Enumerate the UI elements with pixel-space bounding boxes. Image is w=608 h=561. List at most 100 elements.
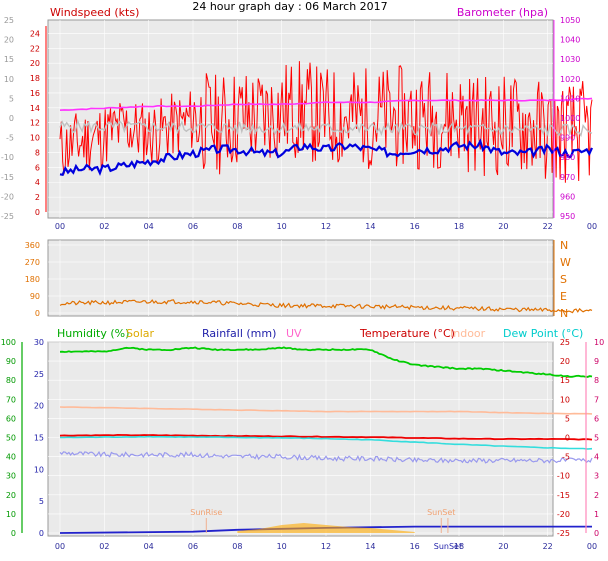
humidity-tick-label: 0 (11, 529, 16, 538)
hour-tick-label: 02 (99, 222, 109, 231)
solar-area (237, 523, 415, 533)
hour-tick-label: 10 (277, 222, 287, 231)
temperature-tick-label: -20 (557, 510, 570, 519)
barometer-line (59, 97, 593, 111)
outer-tick-label: 10 (4, 75, 14, 84)
legend-item: Humidity (%) (57, 327, 129, 340)
outer-tick-label: 15 (4, 55, 14, 64)
humidity-tick-label: 100 (1, 338, 16, 347)
humidity-tick-label: 80 (6, 376, 16, 385)
rainfall-tick-label: 15 (34, 434, 44, 443)
windspeed-line (59, 61, 593, 183)
windspeed-tick-label: 0 (35, 208, 40, 217)
direction-panel-series (59, 299, 593, 314)
temperature-tick-label: 15 (560, 376, 570, 385)
temperature-panel-legend: Humidity (%)Solar Rainfall (mm) UV Temperat… (57, 327, 583, 340)
annotation-label: SunRise (190, 508, 222, 517)
hour-tick-label: 10 (277, 542, 287, 551)
hour-tick-label: 00 (587, 222, 597, 231)
uv-tick-label: 1 (594, 510, 599, 519)
windspeed-tick-label: 18 (30, 74, 40, 83)
humidity-tick-label: 30 (6, 472, 16, 481)
temperature-panel-grid (48, 341, 593, 536)
wind-panel-series (59, 61, 594, 183)
barometer-tick-label: 1050 (560, 16, 580, 25)
hour-tick-label: 08 (232, 222, 242, 231)
outer-tick-label: -25 (1, 212, 14, 221)
temperature-tick-label: -25 (557, 529, 570, 538)
legend-item: UV (286, 327, 302, 340)
humidity-tick-label: 10 (6, 510, 16, 519)
windspeed-tick-label: 6 (35, 163, 40, 172)
graph-title: 24 hour graph day : 06 March 2017 (192, 0, 387, 13)
barometer-tick-label: 950 (560, 212, 575, 221)
windspeed-tick-label: 2 (35, 193, 40, 202)
barometer-tick-label: 990 (560, 134, 575, 143)
windspeed-tick-label: 4 (35, 178, 40, 187)
windspeed-tick-label: 12 (30, 119, 40, 128)
outer-tick-label: 20 (4, 36, 14, 45)
temperature-tick-label: -15 (557, 491, 570, 500)
direction-tick-label: 180 (25, 275, 40, 284)
wind-panel-axis-labels: 2422201816141210864202520151050-5-10-15-… (1, 16, 597, 231)
legend-item: Rainfall (mm) (202, 327, 276, 340)
windspeed-tick-label: 16 (30, 89, 40, 98)
outer-tick-label: -20 (1, 192, 14, 201)
hour-tick-label: 16 (410, 542, 420, 551)
hour-tick-label: 04 (144, 222, 154, 231)
hour-tick-label: 18 (454, 542, 464, 551)
windspeed-tick-label: 14 (30, 104, 40, 113)
temperature-tick-label: -5 (562, 453, 570, 462)
barometer-tick-label: 960 (560, 192, 575, 201)
annotation-label: SunSet (434, 542, 462, 551)
temperature-tick-label: 25 (560, 338, 570, 347)
compass-label: N (560, 307, 568, 320)
direction-tick-label: 360 (25, 241, 40, 250)
temperature-tick-label: 10 (560, 395, 570, 404)
rainfall-tick-label: 0 (39, 529, 44, 538)
humidity-tick-label: 20 (6, 491, 16, 500)
uv-tick-label: 8 (594, 376, 599, 385)
hour-tick-label: 04 (144, 542, 154, 551)
barometer-tick-label: 970 (560, 173, 575, 182)
uv-tick-label: 0 (594, 529, 599, 538)
direction-panel-background (47, 239, 554, 317)
barometer-tick-label: 1040 (560, 36, 580, 45)
uv-tick-label: 4 (594, 453, 599, 462)
hour-tick-label: 20 (498, 222, 508, 231)
barometer-legend: Barometer (hpa) (457, 6, 548, 19)
humidity-tick-label: 70 (6, 395, 16, 404)
temperature-tick-label: 5 (565, 414, 570, 423)
humidity-line (59, 346, 593, 378)
direction-tick-label: 90 (30, 292, 40, 301)
uv-tick-label: 6 (594, 414, 599, 423)
uv-tick-label: 7 (594, 395, 599, 404)
compass-label: S (560, 273, 567, 286)
hour-tick-label: 14 (365, 222, 375, 231)
uv-tick-label: 2 (594, 491, 599, 500)
temperature-tick-label: 0 (565, 434, 570, 443)
hour-tick-label: 20 (498, 542, 508, 551)
rainfall-tick-label: 20 (34, 402, 44, 411)
rainfall-tick-label: 10 (34, 465, 44, 474)
barometer-tick-label: 1020 (560, 75, 580, 84)
uv-tick-label: 3 (594, 472, 599, 481)
windspeed-tick-label: 24 (30, 29, 40, 38)
uv-tick-label: 5 (594, 434, 599, 443)
outer-tick-label: -5 (6, 134, 14, 143)
hour-tick-label: 06 (188, 222, 198, 231)
windspeed-legend: Windspeed (kts) (50, 6, 139, 19)
temperature-tick-label: 20 (560, 357, 570, 366)
wind-trace-line (59, 138, 594, 177)
windspeed-tick-label: 20 (30, 59, 40, 68)
hour-tick-label: 22 (543, 542, 553, 551)
legend-item: Dew Point (°C) (503, 327, 583, 340)
direction-line (59, 299, 593, 314)
temperature-line (59, 433, 593, 441)
hour-tick-label: 00 (55, 542, 65, 551)
barometer-tick-label: 980 (560, 153, 575, 162)
humidity-tick-label: 90 (6, 357, 16, 366)
hour-tick-label: 18 (454, 222, 464, 231)
